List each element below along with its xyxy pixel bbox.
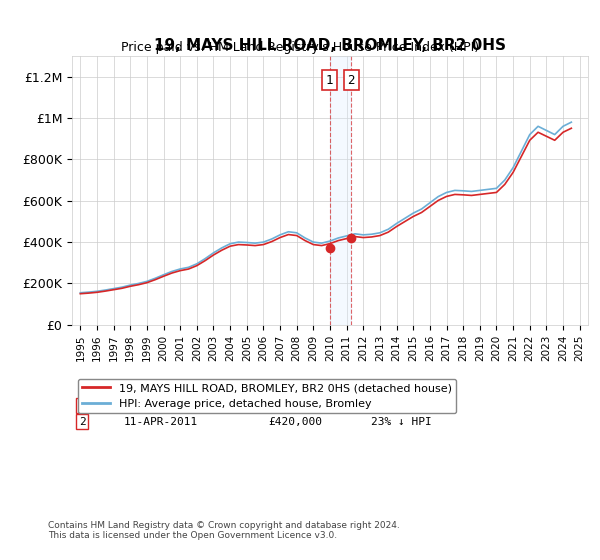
Text: 22-DEC-2009: 22-DEC-2009 <box>124 400 198 410</box>
Text: £420,000: £420,000 <box>268 417 322 427</box>
Text: £370,000: £370,000 <box>268 400 322 410</box>
Text: 1: 1 <box>79 400 86 410</box>
Text: 26% ↓ HPI: 26% ↓ HPI <box>371 400 432 410</box>
Title: 19, MAYS HILL ROAD, BROMLEY, BR2 0HS: 19, MAYS HILL ROAD, BROMLEY, BR2 0HS <box>154 39 506 53</box>
Text: 23% ↓ HPI: 23% ↓ HPI <box>371 417 432 427</box>
Bar <box>329 56 351 325</box>
Legend: 19, MAYS HILL ROAD, BROMLEY, BR2 0HS (detached house), HPI: Average price, detac: 19, MAYS HILL ROAD, BROMLEY, BR2 0HS (de… <box>77 379 456 413</box>
Text: 11-APR-2011: 11-APR-2011 <box>124 417 198 427</box>
Text: Contains HM Land Registry data © Crown copyright and database right 2024.
This d: Contains HM Land Registry data © Crown c… <box>48 521 400 540</box>
Text: Price paid vs. HM Land Registry's House Price Index (HPI): Price paid vs. HM Land Registry's House … <box>121 41 479 54</box>
Text: 1: 1 <box>326 74 333 87</box>
Text: 2: 2 <box>347 74 355 87</box>
Text: 2: 2 <box>79 417 86 427</box>
